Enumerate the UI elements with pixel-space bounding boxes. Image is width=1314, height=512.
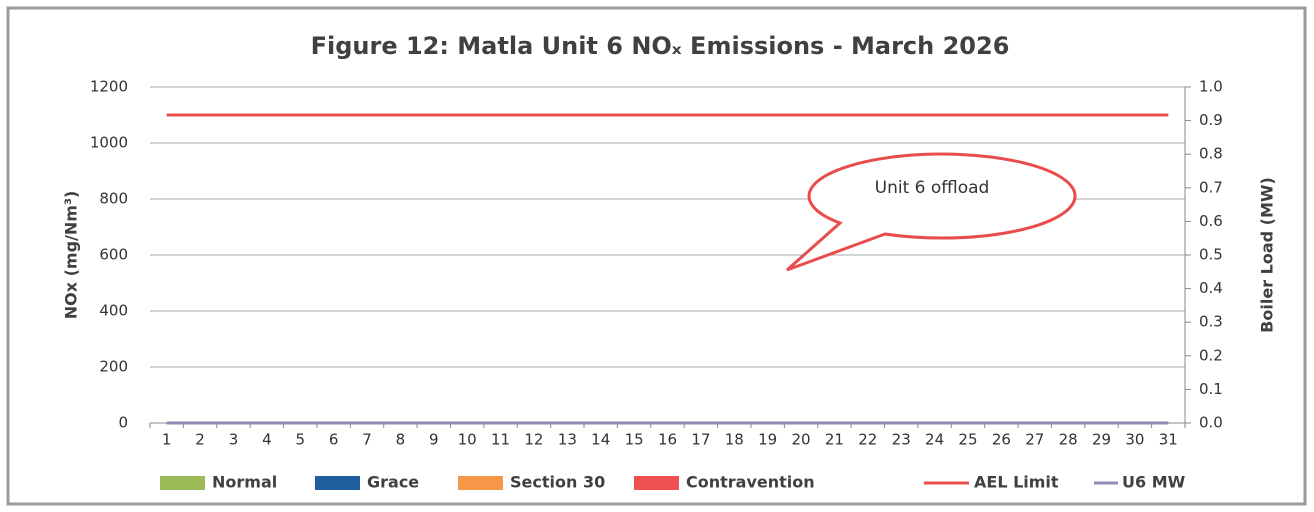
- x-tick-label: 22: [858, 431, 877, 449]
- x-tick-label: 30: [1125, 431, 1144, 449]
- x-tick-label: 14: [591, 431, 610, 449]
- y2-tick-label: 1.0: [1199, 78, 1223, 96]
- x-tick-label: 6: [329, 431, 339, 449]
- x-tick-label: 17: [691, 431, 710, 449]
- y-tick-label: 400: [99, 302, 128, 320]
- legend-label: Grace: [367, 473, 419, 492]
- y2-tick-label: 0.8: [1199, 145, 1223, 163]
- x-tick-label: 26: [992, 431, 1011, 449]
- annotation: Unit 6 offload: [875, 178, 990, 198]
- x-tick-label: 7: [362, 431, 372, 449]
- y2-tick-label: 0.3: [1199, 313, 1223, 331]
- y2-tick-label: 0.2: [1199, 346, 1223, 364]
- y2-tick-label: 0.1: [1199, 380, 1223, 398]
- legend-swatch: [315, 476, 360, 490]
- x-tick-label: 24: [925, 431, 944, 449]
- x-tick-label: 9: [429, 431, 439, 449]
- legend-swatch: [634, 476, 679, 490]
- y2-tick-label: 0.9: [1199, 111, 1223, 129]
- x-tick-label: 21: [825, 431, 844, 449]
- y-axis-label: NOx (mg/Nm³): [62, 191, 81, 320]
- x-tick-label: 8: [396, 431, 406, 449]
- x-tick-label: 23: [892, 431, 911, 449]
- x-tick-label: 19: [758, 431, 777, 449]
- legend-swatch: [160, 476, 205, 490]
- legend-label: U6 MW: [1122, 473, 1186, 492]
- chart-frame: [6, 6, 1307, 506]
- y2-axis-label: Boiler Load (MW): [1258, 177, 1277, 333]
- x-tick-label: 12: [524, 431, 543, 449]
- x-tick-label: 20: [792, 431, 811, 449]
- x-tick-label: 10: [458, 431, 477, 449]
- legend-label: AEL Limit: [974, 473, 1059, 492]
- y2-tick-label: 0.0: [1199, 414, 1223, 432]
- y-tick-label: 800: [99, 190, 128, 208]
- x-tick-label: 5: [295, 431, 305, 449]
- chart-title: Figure 12: Matla Unit 6 NOₓ Emissions - …: [311, 32, 1010, 60]
- y2-tick-label: 0.4: [1199, 279, 1223, 297]
- x-tick-label: 27: [1025, 431, 1044, 449]
- x-tick-label: 1: [162, 431, 172, 449]
- y-tick-label: 1000: [90, 134, 128, 152]
- x-tick-label: 3: [229, 431, 239, 449]
- x-tick-label: 31: [1159, 431, 1178, 449]
- x-tick-label: 18: [725, 431, 744, 449]
- legend-label: Section 30: [510, 473, 605, 492]
- x-tick-label: 4: [262, 431, 272, 449]
- y-tick-label: 600: [99, 246, 128, 264]
- x-tick-label: 2: [195, 431, 205, 449]
- y-tick-label: 0: [118, 414, 128, 432]
- legend-label: Contravention: [686, 473, 815, 492]
- x-tick-label: 16: [658, 431, 677, 449]
- x-tick-label: 28: [1059, 431, 1078, 449]
- x-tick-label: 11: [491, 431, 510, 449]
- y-tick-label: 200: [99, 358, 128, 376]
- y2-tick-label: 0.6: [1199, 212, 1223, 230]
- y-tick-label: 1200: [90, 78, 128, 96]
- y2-tick-label: 0.5: [1199, 246, 1223, 264]
- x-tick-label: 29: [1092, 431, 1111, 449]
- legend-label: Normal: [212, 473, 277, 492]
- callout: [786, 152, 1077, 272]
- legend-swatch: [458, 476, 503, 490]
- x-tick-label: 13: [558, 431, 577, 449]
- x-tick-label: 15: [625, 431, 644, 449]
- x-tick-label: 25: [958, 431, 977, 449]
- y2-tick-label: 0.7: [1199, 178, 1223, 196]
